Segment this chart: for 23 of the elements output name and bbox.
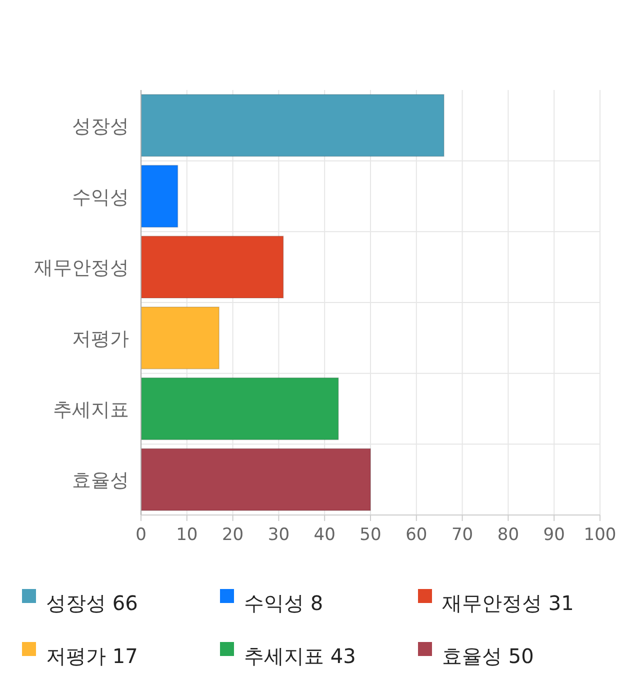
- y-tick-label: 효율성: [72, 470, 129, 492]
- x-tick-label: 100: [584, 525, 616, 545]
- x-tick-label: 0: [136, 525, 146, 545]
- x-tick-label: 40: [314, 525, 336, 545]
- x-tick-label: 90: [543, 525, 565, 545]
- legend-label: 효율성 50: [442, 644, 534, 668]
- x-tick-label: 20: [222, 525, 244, 545]
- legend-label: 수익성 8: [244, 591, 324, 615]
- legend-label: 추세지표 43: [244, 644, 356, 668]
- y-tick-label: 수익성: [72, 186, 129, 208]
- x-tick-label: 70: [451, 525, 474, 545]
- legend-label: 저평가 17: [46, 644, 138, 668]
- y-tick-label: 재무안정성: [34, 257, 129, 280]
- y-tick-label: 추세지표: [53, 398, 129, 421]
- legend-label: 성장성 66: [46, 591, 138, 615]
- x-tick-label: 10: [176, 525, 198, 545]
- legend-label: 재무안정성 31: [442, 591, 574, 615]
- x-tick-label: 50: [360, 525, 382, 545]
- x-tick-label: 60: [406, 525, 428, 545]
- y-tick-label: 저평가: [72, 328, 129, 350]
- x-tick-label: 80: [497, 525, 520, 545]
- y-tick-label: 성장성: [72, 115, 129, 138]
- x-tick-label: 30: [268, 525, 290, 545]
